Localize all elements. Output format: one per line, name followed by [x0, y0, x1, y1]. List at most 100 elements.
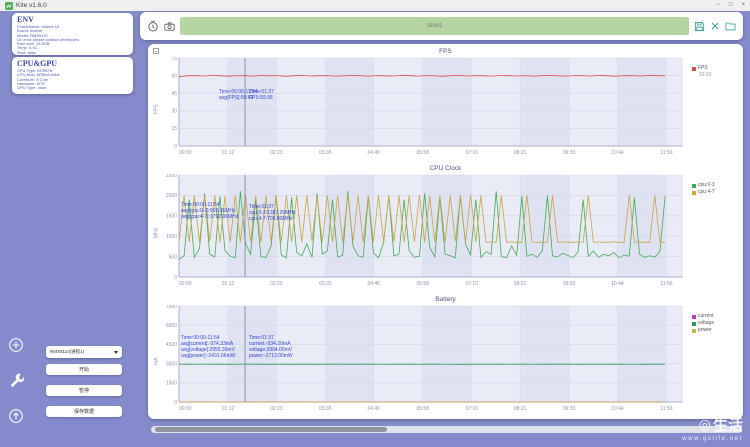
legend-swatch [692, 67, 696, 71]
svg-text:00:00: 00:00 [179, 281, 192, 287]
svg-text:0: 0 [174, 275, 177, 281]
svg-text:03:35: 03:35 [319, 150, 332, 156]
window-title: Kite v1.6.0 [16, 2, 47, 9]
run-controls: RMX5110(进程1) 开始 暂停 保存数据 [46, 346, 122, 427]
svg-text:04:46: 04:46 [367, 150, 380, 156]
cpugpu-title: CPU&GPU [17, 59, 128, 68]
svg-text:01:12: 01:12 [222, 150, 235, 156]
legend-label: current [698, 313, 714, 320]
svg-text:09:33: 09:33 [563, 281, 576, 287]
fps-legend: FPS59.93 [687, 57, 741, 161]
cpu-clock-chart: CPU Clock MHz 0500100015002000250000:000… [150, 164, 741, 292]
folder-icon[interactable] [725, 21, 736, 31]
svg-text:09:33: 09:33 [563, 150, 576, 156]
svg-text:08:21: 08:21 [514, 281, 527, 287]
delete-icon[interactable] [710, 21, 720, 31]
svg-text:04:46: 04:46 [367, 281, 380, 287]
device-select-value: RMX5110(进程1) [50, 349, 84, 355]
close-button[interactable]: × [741, 0, 745, 11]
label-input[interactable]: label1 [180, 17, 689, 35]
legend-item: voltage [692, 320, 741, 327]
chevron-down-icon [114, 351, 118, 354]
settings-button[interactable] [8, 372, 24, 388]
svg-text:05:58: 05:58 [416, 406, 429, 412]
chart-canvas: 01500300045006000750000:0001:1202:2303:3… [161, 305, 687, 412]
legend-swatch [692, 322, 696, 326]
legend-label: cpu:0-3 [698, 182, 715, 189]
svg-text:0: 0 [174, 144, 177, 150]
battery-legend: currentvoltagepower [687, 305, 741, 417]
svg-text:08:21: 08:21 [514, 406, 527, 412]
scrollbar-thumb[interactable] [155, 427, 387, 432]
legend-item: current [692, 313, 741, 320]
svg-text:7500: 7500 [166, 305, 177, 310]
legend-swatch [692, 329, 696, 333]
battery-chart-title: Battery [150, 295, 741, 305]
svg-text:10:44: 10:44 [611, 150, 624, 156]
upload-button[interactable] [8, 408, 24, 424]
svg-text:01:12: 01:12 [222, 281, 235, 287]
svg-text:11:56: 11:56 [660, 150, 672, 156]
svg-text:15: 15 [171, 126, 177, 132]
legend-item: cpu:4-7 [692, 189, 741, 196]
svg-text:10:44: 10:44 [611, 281, 624, 287]
fps-plot[interactable]: 0153045607500:0001:1202:2303:3504:4605:5… [161, 57, 687, 161]
svg-text:00:00: 00:00 [179, 406, 192, 412]
cpu-plot[interactable]: 0500100015002000250000:0001:1202:2303:35… [161, 174, 687, 292]
svg-text:0: 0 [174, 400, 177, 406]
fps-chart-title: FPS [150, 47, 741, 57]
svg-text:2000: 2000 [166, 193, 177, 199]
add-button[interactable] [8, 337, 24, 353]
svg-text:11:56: 11:56 [660, 406, 672, 412]
pause-button[interactable]: 暂停 [46, 385, 122, 396]
svg-text:6000: 6000 [166, 323, 177, 329]
legend-label: power [698, 327, 712, 334]
legend-label: FPS [698, 65, 708, 72]
toolbar: label1 [140, 12, 743, 40]
plus-circle-icon [8, 340, 24, 357]
env-lines: PhoneName: realme 15Brand: realmeModel: … [17, 25, 128, 55]
cpu-y-axis-label: MHz [152, 174, 161, 292]
svg-text:04:46: 04:46 [367, 406, 380, 412]
battery-plot[interactable]: 01500300045006000750000:0001:1202:2303:3… [161, 305, 687, 417]
cpu-chart-title: CPU Clock [150, 164, 741, 174]
info-line: GPU Type: none [17, 86, 128, 90]
svg-text:05:58: 05:58 [416, 281, 429, 287]
watermark-url: www.gslife.net [682, 436, 743, 442]
maximize-button[interactable]: □ [729, 0, 733, 11]
battery-chart: Battery mA 01500300045006000750000:0001:… [150, 295, 741, 417]
legend-swatch [692, 184, 696, 188]
chart-canvas: 0153045607500:0001:1202:2303:3504:4605:5… [161, 57, 687, 156]
minimize-button[interactable]: − [716, 0, 720, 11]
cpu-legend: cpu:0-3cpu:4-7 [687, 174, 741, 292]
legend-item: power [692, 327, 741, 334]
panel-collapse-icon[interactable] [153, 48, 159, 54]
cpugpu-lines: CPU Type: MT6878CPU Arch: ARMv8,64bitCor… [17, 69, 128, 90]
svg-text:10:44: 10:44 [611, 406, 624, 412]
svg-text:02:23: 02:23 [270, 281, 283, 287]
chart-canvas: 0500100015002000250000:0001:1202:2303:35… [161, 174, 687, 287]
svg-text:1000: 1000 [166, 234, 177, 240]
svg-text:08:21: 08:21 [514, 150, 527, 156]
svg-text:3000: 3000 [166, 361, 177, 367]
svg-text:07:10: 07:10 [465, 281, 478, 287]
battery-y-axis-label: mA [152, 305, 161, 417]
svg-text:07:10: 07:10 [465, 150, 478, 156]
horizontal-scrollbar[interactable] [151, 426, 742, 433]
screenshot-icon[interactable] [164, 22, 175, 31]
titlebar: Kite v1.6.0 − □ × [0, 0, 750, 11]
start-button[interactable]: 开始 [46, 364, 122, 375]
wrench-icon [8, 375, 24, 392]
svg-text:02:23: 02:23 [270, 150, 283, 156]
legend-label: cpu:4-7 [698, 189, 715, 196]
svg-text:07:10: 07:10 [465, 406, 478, 412]
save-icon[interactable] [694, 21, 705, 32]
app-icon [5, 2, 13, 10]
timer-icon[interactable] [147, 20, 159, 32]
fps-chart: FPS FPS 0153045607500:0001:1202:2303:350… [150, 47, 741, 161]
device-select[interactable]: RMX5110(进程1) [46, 346, 122, 358]
legend-value: 59.93 [699, 72, 741, 78]
save-data-button[interactable]: 保存数据 [46, 406, 122, 417]
legend-label: voltage [698, 320, 714, 327]
svg-text:11:56: 11:56 [660, 281, 672, 287]
